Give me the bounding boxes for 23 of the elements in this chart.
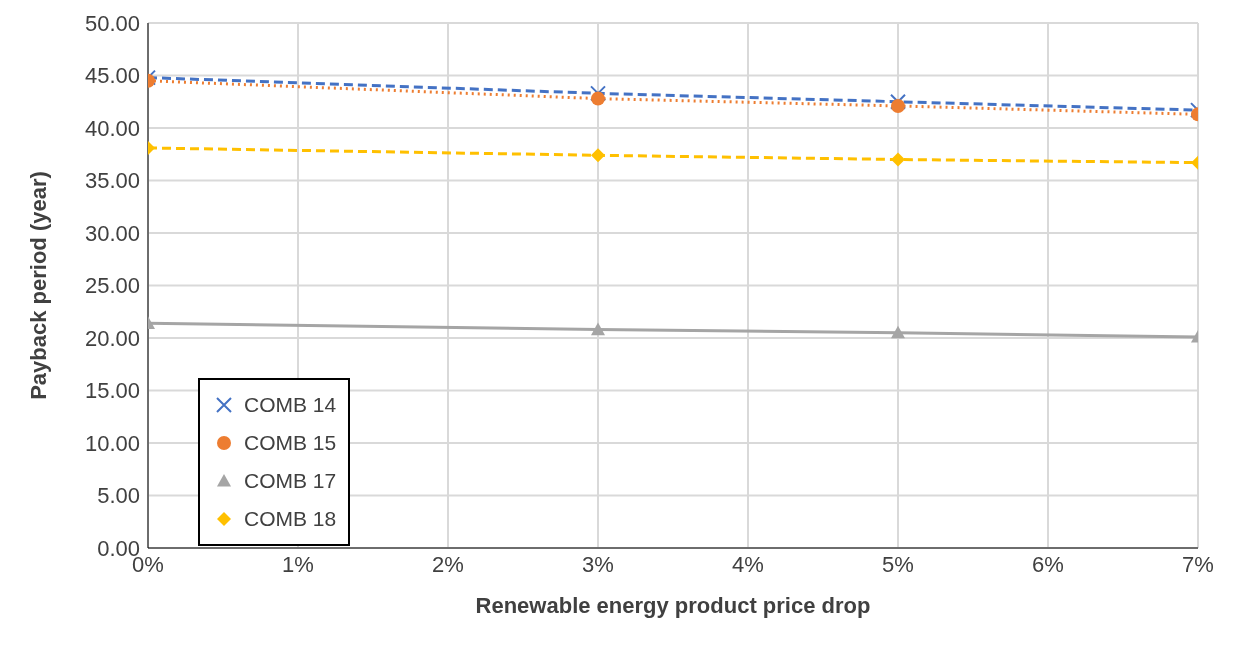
x-tick-label: 6% [1032, 551, 1064, 577]
legend-label: COMB 15 [244, 431, 337, 455]
y-tick-label: 15.00 [84, 378, 140, 404]
y-tick-label: 35.00 [84, 168, 140, 194]
x-tick-label: 5% [882, 551, 914, 577]
y-tick-label: 5.00 [97, 483, 140, 509]
y-axis-title: Payback period (year) [25, 171, 51, 400]
y-tick-label: 50.00 [84, 10, 140, 36]
y-tick-label: 20.00 [84, 325, 140, 351]
legend-label: COMB 18 [244, 507, 337, 531]
legend-label: COMB 17 [244, 469, 337, 493]
x-axis-title: Renewable energy product price drop [475, 593, 871, 618]
legend-label: COMB 14 [244, 393, 337, 417]
x-tick-label: 2% [432, 551, 464, 577]
x-tick-label: 7% [1182, 551, 1214, 577]
y-tick-label: 10.00 [84, 430, 140, 456]
x-tick-label: 4% [732, 551, 764, 577]
y-tick-label: 30.00 [84, 220, 140, 246]
y-tick-label: 40.00 [84, 115, 140, 141]
x-tick-label: 3% [582, 551, 614, 577]
y-tick-label: 45.00 [84, 63, 140, 89]
x-tick-label: 1% [282, 551, 314, 577]
y-tick-label: 25.00 [84, 273, 140, 299]
